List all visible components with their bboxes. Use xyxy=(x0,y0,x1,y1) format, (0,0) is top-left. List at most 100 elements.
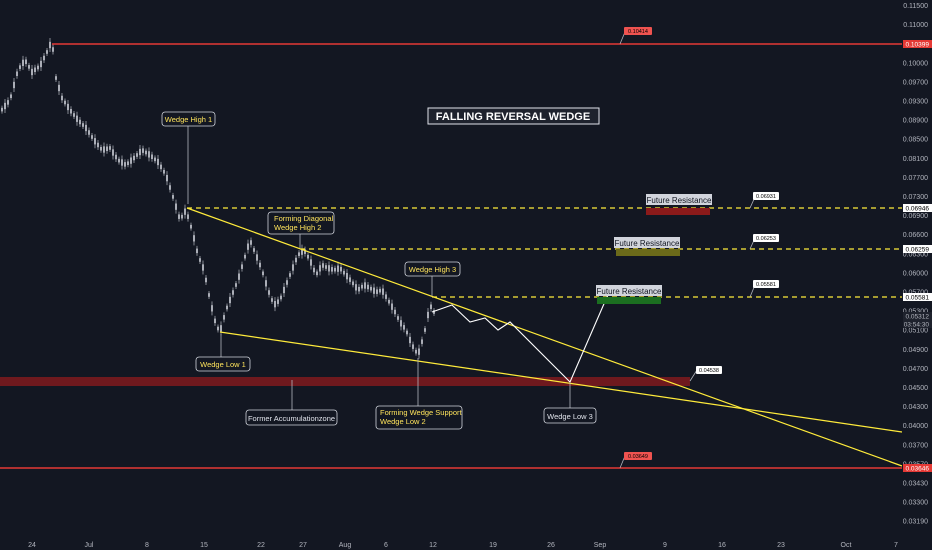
candle-body xyxy=(43,55,45,61)
candle-body xyxy=(337,265,339,272)
price-tick-label: 0.07700 xyxy=(903,175,928,182)
candle-body xyxy=(106,146,108,151)
candle-body xyxy=(352,281,354,286)
candle-body xyxy=(385,294,387,299)
callout-wedge-high-1[interactable]: Wedge High 1 xyxy=(161,111,216,127)
candle-body xyxy=(37,65,39,70)
price-axis-labels: 0.10399 0.06946 0.06259 0.05581 0.0531203:54… xyxy=(903,40,932,473)
callout-wedge-high-2-text: Forming Diagonal Wedge High 2 xyxy=(274,214,334,232)
candle-body xyxy=(7,100,9,105)
price-tick-label: 0.11000 xyxy=(903,22,928,29)
svg-text:0.10414: 0.10414 xyxy=(628,29,648,35)
candle-body xyxy=(346,273,348,280)
candle-body xyxy=(349,277,351,282)
svg-text:0.06253: 0.06253 xyxy=(756,236,776,242)
candle-body xyxy=(55,76,57,80)
candle-body xyxy=(79,119,81,125)
callout-wedge-low-1[interactable]: Wedge Low 1 xyxy=(195,356,251,372)
svg-text:0.03649: 0.03649 xyxy=(628,454,648,460)
price-axis[interactable]: 0.115000.110000.105000.100000.097000.093… xyxy=(902,0,932,538)
candle-body xyxy=(382,288,384,295)
candle-body xyxy=(151,154,153,159)
candle-body xyxy=(46,50,48,54)
candle-body xyxy=(58,84,60,92)
candle-body xyxy=(304,249,306,254)
time-tick-label: 19 xyxy=(489,542,497,549)
candle-body xyxy=(373,287,375,294)
price-label-text: 0.10399 xyxy=(906,42,930,49)
candle-body xyxy=(118,158,120,163)
price-label-box xyxy=(903,204,932,212)
callout-wedge-low-3[interactable]: Wedge Low 3 xyxy=(543,407,597,424)
candle-body xyxy=(25,59,27,64)
callout-accumulation-zone[interactable]: Former Accumulationzone xyxy=(245,409,338,426)
level-tag-3: 0.06253 xyxy=(753,234,779,242)
candle-body xyxy=(319,265,321,272)
candle-body xyxy=(253,248,255,252)
candle-body xyxy=(109,146,111,150)
accumulation-zone xyxy=(0,377,690,386)
future-resistance-box-2 xyxy=(616,249,680,256)
candle-body xyxy=(430,304,432,309)
candle-body xyxy=(331,267,333,272)
price-label-box xyxy=(903,40,932,48)
candle-body xyxy=(115,154,117,160)
price-tick-label: 0.08500 xyxy=(903,137,928,144)
svg-text:0.05581: 0.05581 xyxy=(756,282,776,288)
candle-body xyxy=(424,328,426,332)
price-label-text: 0.06259 xyxy=(906,247,930,254)
svg-text:0.04538: 0.04538 xyxy=(699,368,719,374)
candle-body xyxy=(229,296,231,304)
wedge-upper-line xyxy=(186,207,903,467)
candle-body xyxy=(400,320,402,327)
candle-body xyxy=(391,303,393,310)
candle-body xyxy=(223,315,225,320)
callout-wedge-high-3[interactable]: Wedge High 3 xyxy=(404,261,461,277)
candle-body xyxy=(148,151,150,158)
candle-body xyxy=(124,162,126,167)
price-tick-label: 0.06600 xyxy=(903,232,928,239)
time-tick-label: 12 xyxy=(429,542,437,549)
callout-wedge-low-2[interactable]: Forming Wedge Support Wedge Low 2 xyxy=(375,405,462,430)
candle-body xyxy=(178,214,180,219)
candle-body xyxy=(166,174,168,182)
price-tick-label: 0.09300 xyxy=(903,99,928,106)
price-tick-label: 0.05100 xyxy=(903,328,928,335)
time-axis[interactable]: 24 Jul 8 15 22 27 Aug 6 12 19 26 Sep 9 16 23 Oct 7 xyxy=(0,538,932,550)
candle-body xyxy=(49,41,51,49)
candle-body xyxy=(292,264,294,271)
candle-body xyxy=(226,305,228,310)
price-tick-label: 0.09700 xyxy=(903,79,928,86)
candle-body xyxy=(286,280,288,285)
candle-body xyxy=(88,130,90,135)
candle-body xyxy=(268,290,270,295)
candle-body xyxy=(355,284,357,291)
callout-wedge-low-2-text: Forming Wedge Support Wedge Low 2 xyxy=(380,408,462,426)
future-resistance-label-2[interactable]: Future Resistance xyxy=(614,237,680,248)
candle-body xyxy=(283,286,285,294)
candle-body xyxy=(91,135,93,139)
level-tag-5: 0.04538 xyxy=(696,366,722,374)
candle-body xyxy=(76,115,78,122)
candle-body xyxy=(199,258,201,262)
candle-body xyxy=(427,311,429,319)
callout-wedge-high-2[interactable]: Forming Diagonal Wedge High 2 xyxy=(267,211,335,235)
candle-body xyxy=(145,150,147,155)
candle-body xyxy=(154,157,156,162)
price-label-box xyxy=(903,312,932,320)
candle-body xyxy=(112,149,114,156)
price-label-box xyxy=(903,245,932,253)
candle-body xyxy=(34,67,36,72)
future-resistance-label-3[interactable]: Future Resistance xyxy=(596,285,662,296)
candle-body xyxy=(127,161,129,166)
future-resistance-label-1[interactable]: Future Resistance xyxy=(646,194,712,205)
candle-body xyxy=(280,295,282,300)
candle-body xyxy=(217,326,219,331)
candle-body xyxy=(295,257,297,263)
time-tick-label: Sep xyxy=(594,542,607,549)
level-tag-2: 0.06931 xyxy=(753,192,779,200)
svg-text:Future Resistance: Future Resistance xyxy=(615,239,680,248)
price-tick-label: 0.04300 xyxy=(903,404,928,411)
candle-body xyxy=(334,267,336,272)
